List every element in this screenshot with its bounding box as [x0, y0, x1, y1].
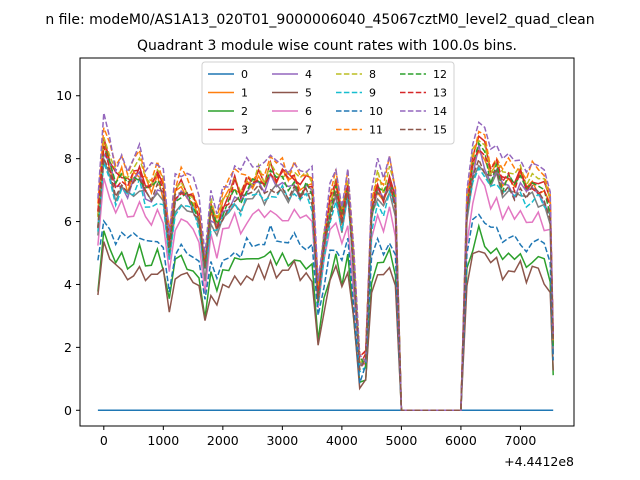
legend-label-2: 2: [241, 105, 248, 118]
plot-lines: [97, 112, 554, 412]
legend-label-12: 12: [433, 68, 447, 81]
legend-label-3: 3: [241, 124, 248, 137]
x-tick-label: 1000: [147, 433, 179, 448]
plot-frame: [79, 57, 575, 427]
legend-label-13: 13: [433, 87, 447, 100]
legend-label-0: 0: [241, 68, 248, 81]
legend-label-15: 15: [433, 124, 447, 137]
series-line-10: [97, 213, 554, 412]
x-offset-label: +4.4412e8: [504, 454, 574, 469]
y-tick-label: 8: [64, 151, 72, 166]
y-tick-label: 4: [64, 277, 72, 292]
x-tick-label: 2000: [207, 433, 239, 448]
legend-label-10: 10: [369, 105, 383, 118]
x-axis: 0 1000 2000 3000 4000 5000 6000 7000: [100, 426, 537, 448]
legend-label-14: 14: [433, 105, 447, 118]
x-tick-label: 5000: [385, 433, 417, 448]
legend-label-8: 8: [369, 68, 376, 81]
legend-label-6: 6: [305, 105, 312, 118]
series-line-12: [97, 141, 554, 412]
series-line-11: [97, 127, 554, 412]
chart-suptitle: n file: modeM0/AS1A13_020T01_9000006040_…: [45, 12, 594, 28]
series-line-6: [97, 174, 554, 412]
legend-label-11: 11: [369, 124, 383, 137]
legend-label-5: 5: [305, 87, 312, 100]
x-tick-label: 6000: [445, 433, 477, 448]
x-tick-label: 3000: [266, 433, 298, 448]
legend-label-9: 9: [369, 87, 376, 100]
legend-label-4: 4: [305, 68, 312, 81]
x-tick-label: 4000: [326, 433, 358, 448]
series-line-15: [97, 155, 554, 412]
x-tick-label: 7000: [505, 433, 537, 448]
chart-title: Quadrant 3 module wise count rates with …: [137, 38, 517, 54]
legend-label-1: 1: [241, 87, 248, 100]
series-line-5: [97, 241, 554, 412]
y-axis: 0 2 4 6 8 10: [56, 88, 80, 418]
series-line-14: [97, 112, 554, 412]
y-tick-label: 6: [64, 214, 72, 229]
x-tick-label: 0: [100, 433, 108, 448]
y-tick-label: 10: [56, 88, 72, 103]
legend-box: [201, 61, 455, 145]
y-tick-label: 0: [64, 403, 72, 418]
legend-label-7: 7: [305, 124, 312, 137]
y-tick-label: 2: [64, 340, 72, 355]
